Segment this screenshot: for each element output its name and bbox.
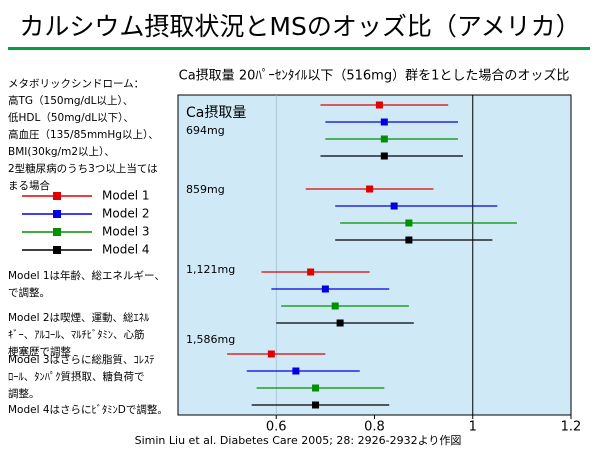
criteria-line: まる場合 (8, 179, 50, 192)
legend-marker (53, 210, 61, 218)
criteria-line: 高血圧（135/85mmHg以上）、 (8, 128, 159, 141)
chart-title: Ca摂取量 20ﾊﾟｰｾﾝﾀｲﾙ以下（516mg）群を1とした場合のオッズ比 (179, 68, 570, 84)
source: Simin Liu et al. Diabetes Care 2005; 28:… (135, 434, 462, 447)
slide-title: カルシウム摂取状況とMSのオッズ比（アメリカ） (19, 12, 580, 41)
point-estimate (380, 118, 388, 126)
model-note: Model 1は年齢、総エネルギー、 (8, 269, 165, 282)
point-estimate (390, 202, 398, 210)
title-underline (8, 47, 590, 50)
criteria-line: 高TG（150mg/dL以上）、 (8, 94, 133, 107)
x-tick-label: 0.8 (364, 420, 385, 435)
point-estimate (405, 219, 413, 227)
group-label: 694mg (186, 124, 225, 137)
legend-label: Model 4 (102, 243, 149, 257)
x-tick-label: 1 (469, 420, 477, 435)
point-estimate (375, 101, 383, 109)
point-estimate (380, 152, 388, 160)
point-estimate (292, 367, 300, 375)
group-label: 1,586mg (186, 333, 235, 346)
criteria-line: 低HDL（50mg/dL以下）、 (8, 111, 134, 124)
group-title: Ca摂取量 (186, 105, 246, 121)
point-estimate (307, 268, 315, 276)
model-note: で調整。 (8, 286, 50, 299)
legend-marker (53, 228, 61, 236)
point-estimate (321, 285, 329, 293)
legend-label: Model 2 (102, 207, 149, 221)
criteria-line: メタボリックシンドローム： (8, 78, 144, 90)
legend-label: Model 3 (102, 225, 149, 239)
point-estimate (312, 401, 320, 409)
model-note: 梗塞歴で調整 (8, 345, 71, 358)
group-label: 859mg (186, 183, 225, 196)
x-tick-label: 1.2 (561, 420, 582, 435)
point-estimate (380, 135, 388, 143)
model-note: ﾛｰﾙ、ﾀﾝﾊﾟｸ質摂取、糖負荷で (8, 370, 145, 383)
model-note: ｷﾞｰ、ｱﾙｺｰﾙ、ﾏﾙﾁﾋﾞﾀﾐﾝ、心筋 (8, 328, 145, 341)
x-tick-label: 0.6 (266, 420, 287, 435)
legend-label: Model 1 (102, 189, 149, 203)
model-note: Model 4はさらにﾋﾞﾀﾐﾝDで調整。 (8, 403, 168, 416)
point-estimate (336, 319, 344, 327)
point-estimate (331, 302, 339, 310)
model-note: 調整。 (8, 387, 40, 400)
point-estimate (312, 384, 320, 392)
criteria-line: BMI(30kg/m2以上）、 (8, 146, 115, 158)
model-note: Model 2は喫煙、運動、総ｴﾈﾙ (8, 311, 150, 324)
point-estimate (267, 350, 275, 358)
criteria-line: 2型糖尿病のうち3つ以上当ては (8, 162, 158, 175)
point-estimate (366, 185, 374, 193)
point-estimate (405, 236, 413, 244)
plot-area (177, 94, 572, 416)
model-note: Model 3はさらに総脂質、ｺﾚｽﾃ (8, 353, 155, 366)
group-label: 1,121mg (186, 263, 235, 276)
legend-marker (53, 246, 61, 254)
legend-marker (53, 192, 61, 200)
